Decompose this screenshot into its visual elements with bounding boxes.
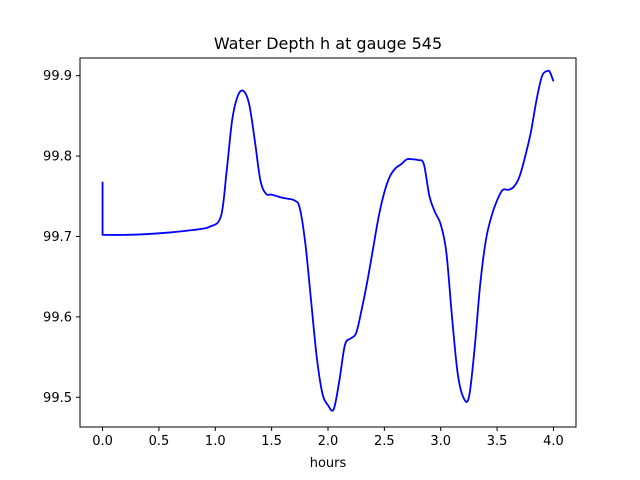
- x-tick-label: 1.0: [205, 434, 226, 449]
- x-axis-label: hours: [310, 456, 347, 471]
- y-tick-label: 99.5: [43, 391, 72, 406]
- x-tick-label: 0.5: [149, 434, 170, 449]
- x-tick-label: 4.0: [543, 434, 564, 449]
- series-group: [101, 69, 555, 412]
- y-tick-label: 99.9: [43, 69, 72, 84]
- y-tick-label: 99.8: [43, 150, 72, 165]
- y-axis-ticks: 99.5 99.6 99.7 99.8 99.9: [43, 69, 80, 406]
- x-axis-ticks: 0.0 0.5 1.0 1.5 2.0 2.5 3.0 3.5 4.0: [92, 427, 564, 449]
- x-tick-label: 1.5: [261, 434, 282, 449]
- x-tick-label: 3.5: [487, 434, 508, 449]
- plot-frame: [79, 57, 577, 428]
- x-tick-label: 2.5: [374, 434, 395, 449]
- plot-area: [80, 58, 576, 427]
- x-tick-label: 3.0: [430, 434, 451, 449]
- y-tick-label: 99.6: [43, 310, 72, 325]
- chart-title: Water Depth h at gauge 545: [214, 34, 442, 53]
- y-tick-label: 99.7: [43, 230, 72, 245]
- x-tick-label: 2.0: [318, 434, 339, 449]
- x-tick-label: 0.0: [92, 434, 113, 449]
- series-line: [101, 69, 555, 412]
